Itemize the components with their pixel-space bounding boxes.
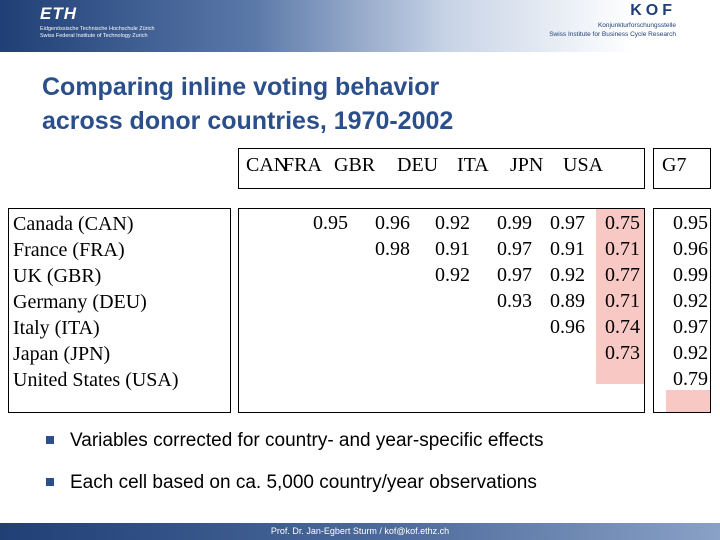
bullet-square-icon	[46, 478, 54, 486]
g7-cell: 0.92	[673, 342, 708, 364]
g7-cell: 0.99	[673, 264, 708, 286]
g7-cell: 0.97	[673, 316, 708, 338]
bullet-text: Variables corrected for country- and yea…	[70, 430, 544, 451]
column-header-usa: USA	[563, 154, 604, 176]
correlation-matrix-box	[238, 208, 645, 413]
matrix-cell: 0.92	[550, 264, 585, 286]
eth-logo: ETH	[40, 4, 77, 23]
row-label: Italy (ITA)	[13, 317, 100, 339]
eth-subtitle: Eidgenössische Technische Hochschule Zür…	[40, 26, 155, 40]
g7-header-box	[653, 148, 711, 189]
matrix-cell: 0.96	[375, 212, 410, 234]
row-label: United States (USA)	[13, 369, 179, 391]
bullet-text: Each cell based on ca. 5,000 country/yea…	[70, 472, 537, 493]
g7-column-box	[653, 208, 711, 413]
footer-bar: Prof. Dr. Jan-Egbert Sturm / kof@kof.eth…	[0, 523, 720, 540]
g7-cell: 0.79	[673, 368, 708, 390]
matrix-cell: 0.95	[313, 212, 348, 234]
column-header-ita: ITA	[457, 154, 489, 176]
matrix-cell: 0.74	[605, 316, 640, 338]
row-label: France (FRA)	[13, 239, 125, 261]
matrix-cell: 0.92	[435, 264, 470, 286]
title-line-1: Comparing inline voting behavior	[42, 73, 440, 101]
column-header-fra: FRA	[283, 154, 322, 176]
kof-logo: KOF	[630, 2, 676, 19]
matrix-cell: 0.97	[550, 212, 585, 234]
matrix-cell: 0.97	[497, 264, 532, 286]
column-header-deu: DEU	[397, 154, 439, 176]
matrix-cell: 0.71	[605, 290, 640, 312]
row-label: UK (GBR)	[13, 265, 102, 287]
slide-title: Comparing inline voting behavior across …	[42, 70, 682, 138]
g7-cell: 0.95	[673, 212, 708, 234]
kof-line-1: Konjunkturforschungsstelle	[597, 22, 676, 29]
footer-text: Prof. Dr. Jan-Egbert Sturm / kof@kof.eth…	[270, 526, 450, 536]
g7-cell: 0.96	[673, 238, 708, 260]
column-header-box	[238, 148, 645, 189]
matrix-cell: 0.93	[497, 290, 532, 312]
column-header-jpn: JPN	[510, 154, 544, 176]
matrix-cell: 0.77	[605, 264, 640, 286]
matrix-cell: 0.97	[497, 238, 532, 260]
row-label: Japan (JPN)	[13, 343, 111, 365]
kof-subtitle: Konjunkturforschungsstelle Swiss Institu…	[549, 21, 676, 39]
bullet-square-icon	[46, 436, 54, 444]
title-line-2: across donor countries, 1970-2002	[42, 107, 454, 135]
matrix-cell: 0.98	[375, 238, 410, 260]
row-labels: Canada (CAN) France (FRA) UK (GBR) Germa…	[8, 208, 231, 413]
matrix-cell: 0.91	[550, 238, 585, 260]
row-label: Germany (DEU)	[13, 291, 147, 313]
matrix-cell: 0.75	[605, 212, 640, 234]
column-header-can: CAN	[246, 154, 289, 176]
matrix-cell: 0.96	[550, 316, 585, 338]
row-label: Canada (CAN)	[13, 213, 134, 235]
g7-cell: 0.92	[673, 290, 708, 312]
matrix-cell: 0.92	[435, 212, 470, 234]
eth-line-2: Swiss Federal Institute of Technology Zu…	[40, 33, 148, 39]
matrix-cell: 0.91	[435, 238, 470, 260]
matrix-cell: 0.71	[605, 238, 640, 260]
matrix-cell: 0.89	[550, 290, 585, 312]
g7-header: G7	[662, 154, 687, 176]
kof-line-2: Swiss Institute for Business Cycle Resea…	[549, 31, 676, 38]
g7-last-highlight	[666, 390, 710, 413]
matrix-cell: 0.99	[497, 212, 532, 234]
matrix-cell: 0.73	[605, 342, 640, 364]
header-banner: ETH Eidgenössische Technische Hochschule…	[0, 0, 720, 52]
usa-column-highlight	[596, 209, 644, 384]
column-header-gbr: GBR	[334, 154, 376, 176]
eth-line-1: Eidgenössische Technische Hochschule Zür…	[40, 26, 155, 32]
